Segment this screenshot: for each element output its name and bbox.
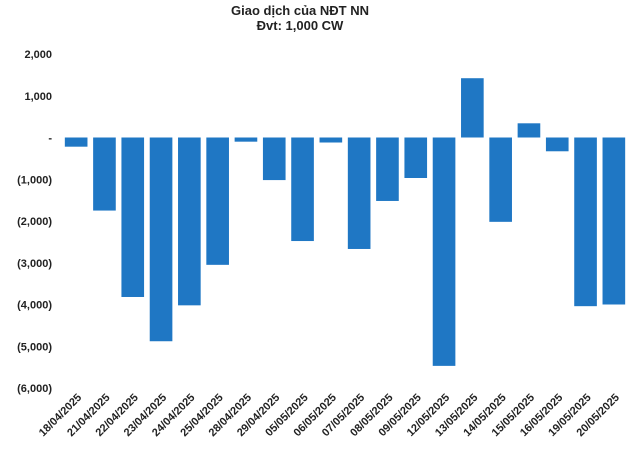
bar	[149, 137, 173, 342]
y-tick-label: 2,000	[24, 49, 52, 61]
bar	[347, 137, 371, 249]
x-axis: 18/04/202521/04/202522/04/202523/04/2025…	[37, 392, 622, 439]
bar	[545, 137, 569, 152]
bar	[404, 137, 428, 178]
bar	[602, 137, 626, 305]
y-tick-label: (2,000)	[17, 216, 52, 228]
chart-title: Giao dịch của NĐT NN	[231, 3, 369, 18]
y-tick-label: (5,000)	[17, 341, 52, 353]
bar	[234, 137, 258, 142]
bars	[64, 78, 626, 366]
bar	[178, 137, 201, 306]
bar	[206, 137, 229, 265]
bar	[461, 78, 484, 138]
y-tick-label: 1,000	[24, 91, 52, 103]
y-tick-label: (6,000)	[17, 383, 52, 395]
y-tick-label: (1,000)	[17, 174, 52, 186]
bar	[291, 137, 314, 242]
y-tick-label: -	[48, 133, 52, 145]
y-tick-label: (3,000)	[17, 258, 52, 270]
bar	[489, 137, 512, 222]
bar	[376, 137, 399, 201]
bar	[93, 137, 116, 211]
bar	[432, 137, 456, 366]
y-tick-label: (4,000)	[17, 300, 52, 312]
bar	[64, 137, 88, 147]
bar	[121, 137, 145, 297]
bar	[319, 137, 343, 143]
bar	[574, 137, 597, 307]
bar	[262, 137, 286, 181]
y-axis: 2,000 1,000 - (1,000) (2,000) (3,000) (4,000) (…	[17, 49, 52, 395]
bar	[517, 123, 541, 138]
chart-subtitle: Đvt: 1,000 CW	[257, 18, 344, 33]
